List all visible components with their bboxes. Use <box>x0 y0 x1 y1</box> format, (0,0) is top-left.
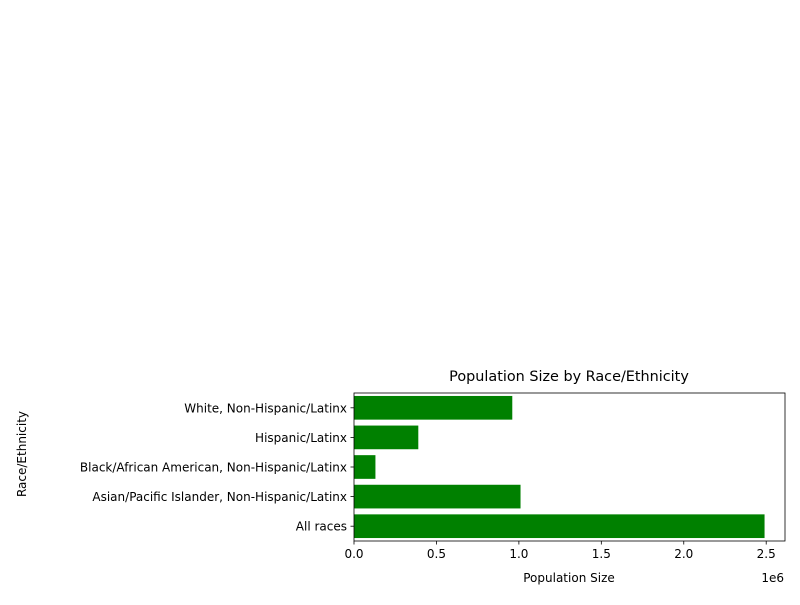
bar <box>354 425 419 450</box>
y-axis-label: Race/Ethnicity <box>15 411 29 497</box>
x-axis-label: Population Size <box>523 571 615 585</box>
bar <box>354 484 521 509</box>
x-tick-label: 1.0 <box>509 547 528 561</box>
y-ticks-group: All races Asian/Pacific Islander, Non-His… <box>80 401 354 534</box>
x-tick-label: 1.5 <box>592 547 611 561</box>
bar <box>354 395 513 420</box>
x-axis-offset-label: 1e6 <box>761 571 784 585</box>
bar <box>354 455 376 479</box>
x-ticks-group: 0.0 0.5 1.0 1.5 2.0 2.5 <box>344 541 776 561</box>
bar <box>354 514 765 539</box>
y-tick-label: Asian/Pacific Islander, Non-Hispanic/Lat… <box>92 490 347 504</box>
axes-frame <box>353 392 786 542</box>
y-tick-label: All races <box>296 520 347 534</box>
x-tick-label: 2.5 <box>757 547 776 561</box>
x-tick-label: 0.5 <box>427 547 446 561</box>
x-tick-label: 0.0 <box>344 547 363 561</box>
chart-title: Population Size by Race/Ethnicity <box>449 369 689 385</box>
y-tick-label: Hispanic/Latinx <box>255 431 347 445</box>
y-tick-label: Black/African American, Non-Hispanic/Lat… <box>80 461 347 475</box>
bars-group <box>354 395 765 539</box>
x-tick-label: 2.0 <box>674 547 693 561</box>
y-tick-label: White, Non-Hispanic/Latinx <box>184 401 347 415</box>
